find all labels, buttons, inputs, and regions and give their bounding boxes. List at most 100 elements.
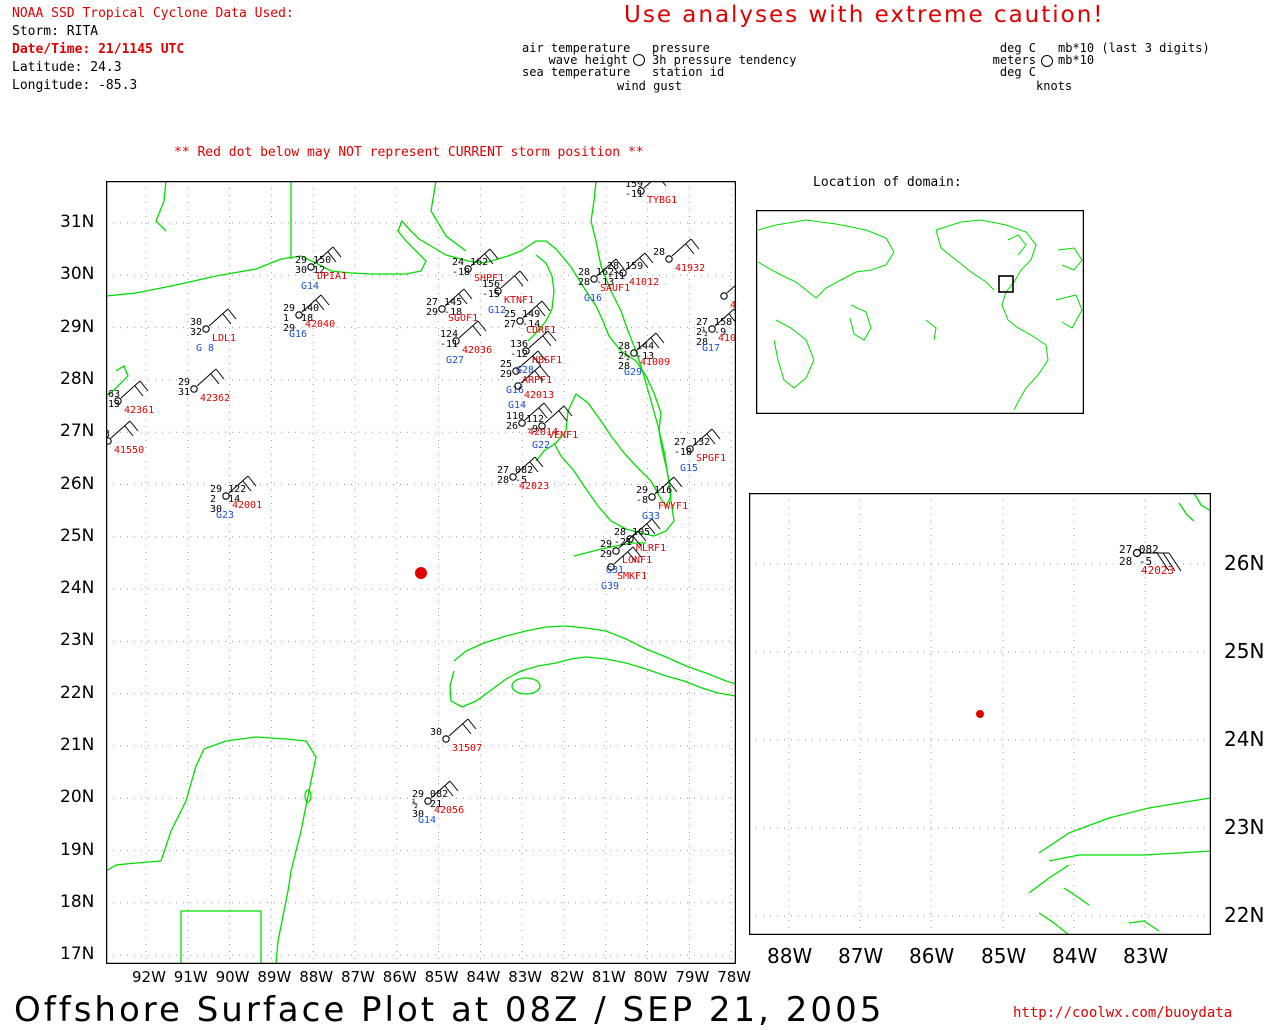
lon-label: 82W [550, 968, 584, 986]
lat-label: 17N [60, 944, 95, 965]
station-gust: G39 [601, 581, 619, 592]
zoom-lat-label: 22N [1224, 903, 1265, 927]
station-value: 27 158 [696, 317, 732, 328]
legend-station-circle-icon [633, 54, 645, 66]
legend-center: pressure 3h pressure tendency station id [652, 41, 797, 79]
station-value: 27 132 [674, 437, 710, 448]
lat-label: 25N [60, 525, 95, 546]
lon-label: 92W [132, 968, 166, 986]
caution-banner: Use analyses with extreme caution! [624, 2, 1105, 28]
inset-title: Location of domain: [813, 175, 962, 190]
lon-label: 88W [299, 968, 334, 986]
lon-label: 87W [341, 968, 375, 986]
station-gust: G17 [702, 343, 720, 354]
lon-label: 91W [173, 968, 208, 986]
station-value: -8 [636, 495, 648, 506]
station-id: SPGF1 [696, 453, 726, 464]
station-value: 29 140 [283, 303, 319, 314]
lat-label: 27N [60, 421, 95, 442]
zoom-lon-label: 86W [909, 944, 955, 968]
station-mlrf1: 28 105-21 MLRF1 [614, 518, 666, 554]
station-value: 26 [506, 421, 518, 432]
station-value: 29 [178, 377, 190, 388]
station-value: 110 [506, 411, 524, 422]
station-value: 25 149 [504, 309, 540, 320]
station-value: -11 [440, 339, 458, 350]
zoom-lon-label: 85W [981, 944, 1027, 968]
station-id: LDL1 [212, 333, 236, 344]
station-id: 42362 [200, 393, 230, 404]
lat-label: 31N [60, 212, 95, 232]
legend-wind-gust: wind gust [617, 79, 683, 93]
station-value: 28 159 [607, 261, 643, 272]
station-gust: G16 [506, 385, 524, 396]
station-value: 29 150 [295, 255, 331, 266]
station-id: DPIA1 [317, 271, 347, 282]
legend-left: air temperature wave height sea temperat… [522, 41, 631, 79]
storm-position-marker [415, 567, 427, 579]
station-value: 28 -13 [578, 277, 614, 288]
station-value: 32 [190, 327, 202, 338]
station-value: 30 [190, 317, 202, 328]
lon-label: 81W [591, 968, 626, 986]
station-value: 29 [500, 369, 512, 380]
station-value: 30 [430, 727, 442, 738]
zoom-lat-label: 24N [1224, 727, 1265, 751]
station-value: 28 -5 [497, 475, 527, 486]
station-value: 159 [625, 181, 643, 190]
footer-url-link[interactable]: http://coolwx.com/buoydata [1013, 1005, 1233, 1021]
footer-title: Offshore Surface Plot at 08Z / SEP 21, 2… [14, 990, 885, 1030]
station-value: 153 [106, 429, 110, 440]
station-id: 42040 [305, 319, 335, 330]
station-value: -11 [607, 271, 625, 282]
red-dot-note: ** Red dot below may NOT represent CURRE… [174, 145, 644, 160]
legend-knots: knots [1036, 79, 1073, 93]
station-id: 41009 [640, 357, 670, 368]
zoom-lon-label: 87W [838, 944, 884, 968]
lat-label: 24N [60, 578, 95, 599]
zoom-map: 27 082 28 -5 42023 [749, 493, 1211, 935]
station-value: 112 [526, 414, 544, 425]
station-value: 28 [653, 247, 665, 258]
lon-label: 84W [466, 968, 501, 986]
station-gust: G14 [418, 815, 436, 826]
station-id: SHPF1 [474, 273, 504, 284]
station-value: 27 -14 [504, 319, 540, 330]
lon-label: 90W [215, 968, 250, 986]
lon-label: 83W [508, 968, 543, 986]
station-value: 27 082 [497, 465, 533, 476]
station-gust: G33 [642, 511, 660, 522]
station-gust: G31 [606, 565, 624, 576]
station-value: 124 [440, 329, 458, 340]
station-value: -12 [510, 349, 528, 360]
station-gust: G27 [446, 355, 464, 366]
lon-label: 85W [424, 968, 459, 986]
zoom-lon-label: 88W [767, 944, 813, 968]
station-id: 41012 [629, 277, 659, 288]
station-value: 2½ -13 [618, 350, 654, 362]
legend-units-left: deg C meters deg C [992, 41, 1036, 79]
lon-label: 80W [633, 968, 668, 986]
station-gust: G 8 [196, 343, 214, 354]
station-id: 42014 [528, 427, 558, 438]
station-id: 31507 [452, 743, 482, 754]
station-value: 25 [500, 359, 512, 370]
station-value: -15 [482, 289, 500, 300]
svg-text:28 -5: 28 -5 [1119, 555, 1152, 568]
station-id: VENF1 [548, 430, 578, 441]
lon-label: 89W [257, 968, 292, 986]
station-gust: G12 [488, 305, 506, 316]
station-value: 136 [510, 339, 528, 350]
station-value: 29 116 [636, 485, 672, 496]
station-id: SMKF1 [617, 571, 647, 582]
